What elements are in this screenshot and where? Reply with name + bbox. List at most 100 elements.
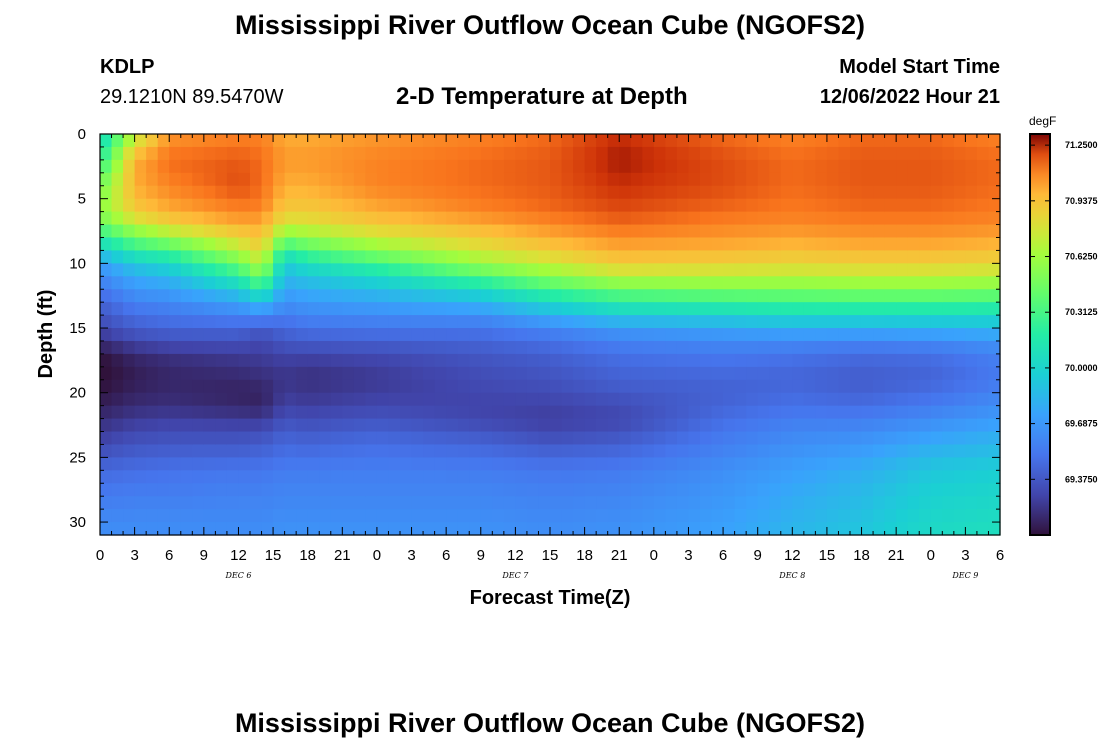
heatmap-cell <box>330 392 343 407</box>
heatmap-cell <box>700 457 713 471</box>
heatmap-cell <box>711 353 724 368</box>
heatmap-cell <box>965 496 978 510</box>
heatmap-cell <box>538 470 551 484</box>
heatmap-cell <box>700 315 713 329</box>
heatmap-cell <box>296 211 309 226</box>
heatmap-cell <box>146 185 159 200</box>
heatmap-cell <box>492 185 505 200</box>
heatmap-cell <box>238 366 251 381</box>
heatmap-cell <box>111 198 124 213</box>
heatmap-cell <box>642 444 655 458</box>
heatmap-cell <box>988 159 1001 174</box>
heatmap-cell <box>538 159 551 174</box>
heatmap-cell <box>711 315 724 329</box>
heatmap-cell <box>480 470 493 484</box>
heatmap-cell <box>861 444 874 458</box>
heatmap-cell <box>688 198 701 213</box>
heatmap-cell <box>976 289 990 303</box>
heatmap-cell <box>665 134 678 148</box>
heatmap-cell <box>711 198 724 213</box>
heatmap-cell <box>884 418 897 433</box>
heatmap-cell <box>376 185 390 200</box>
heatmap-cell <box>826 289 840 303</box>
heatmap-cell <box>757 315 770 329</box>
heatmap-cell <box>330 340 343 355</box>
heatmap-cell <box>469 328 482 342</box>
heatmap-cell <box>942 237 955 252</box>
heatmap-cell <box>261 146 274 161</box>
heatmap-cell <box>596 172 609 187</box>
heatmap-cell <box>503 444 516 458</box>
heatmap-cell <box>769 444 782 458</box>
heatmap-cell <box>619 172 632 187</box>
heatmap-cell <box>169 353 182 368</box>
heatmap-cell <box>515 470 528 484</box>
heatmap-cell <box>411 185 424 200</box>
heatmap-cell <box>503 418 516 433</box>
heatmap-cell <box>250 328 263 342</box>
heatmap-cell <box>515 263 528 277</box>
heatmap-cell <box>307 146 320 161</box>
heatmap-cell <box>838 418 851 433</box>
heatmap-cell <box>665 198 678 213</box>
heatmap-cell <box>319 444 332 458</box>
heatmap-cell <box>688 379 701 394</box>
heatmap-cell <box>676 198 690 213</box>
heatmap-cell <box>226 211 240 226</box>
heatmap-cell <box>723 353 736 368</box>
heatmap-cell <box>584 496 597 510</box>
heatmap-cell <box>642 302 655 316</box>
heatmap-cell <box>769 431 782 446</box>
heatmap-cell <box>238 250 251 264</box>
heatmap-cell <box>226 224 240 239</box>
heatmap-cell <box>630 366 643 381</box>
heatmap-cell <box>746 315 759 329</box>
heatmap-cell <box>573 159 586 174</box>
heatmap-cell <box>388 392 401 407</box>
heatmap-cell <box>100 392 113 407</box>
heatmap-cell <box>123 315 136 329</box>
heatmap-cell <box>134 457 147 471</box>
heatmap-cell <box>711 522 724 536</box>
heatmap-cell <box>538 392 551 407</box>
heatmap-cell <box>953 302 966 316</box>
heatmap-cell <box>596 405 609 420</box>
heatmap-cell <box>584 276 597 290</box>
heatmap-cell <box>884 263 897 277</box>
heatmap-cell <box>734 392 747 407</box>
heatmap-cell <box>780 483 793 497</box>
heatmap-cell <box>169 172 182 187</box>
heatmap-cell <box>134 237 147 252</box>
heatmap-cell <box>653 172 666 187</box>
heatmap-cell <box>411 509 424 523</box>
heatmap-cell <box>400 276 413 290</box>
heatmap-cell <box>492 496 505 510</box>
heatmap-cell <box>157 263 170 277</box>
heatmap-cell <box>653 340 666 355</box>
heatmap-cell <box>226 470 240 484</box>
heatmap-cell <box>573 379 586 394</box>
heatmap-cell <box>688 522 701 536</box>
heatmap-cell <box>550 250 563 264</box>
heatmap-cell <box>965 185 978 200</box>
x-tick-label: 0 <box>650 547 658 564</box>
heatmap-cell <box>757 353 770 368</box>
heatmap-cell <box>550 522 563 536</box>
heatmap-cell <box>619 444 632 458</box>
heatmap-cell <box>988 198 1001 213</box>
heatmap-cell <box>423 470 436 484</box>
heatmap-cell <box>261 353 274 368</box>
heatmap-cell <box>446 457 459 471</box>
heatmap-cell <box>319 315 332 329</box>
heatmap-cell <box>653 198 666 213</box>
heatmap-cell <box>111 263 124 277</box>
heatmap-cell <box>307 328 320 342</box>
heatmap-cell <box>169 509 182 523</box>
heatmap-cell <box>815 159 828 174</box>
heatmap-cell <box>838 302 851 316</box>
heatmap-cell <box>896 444 909 458</box>
heatmap-cell <box>515 328 528 342</box>
heatmap-cell <box>434 392 447 407</box>
heatmap-cell <box>630 444 643 458</box>
heatmap-cell <box>284 250 297 264</box>
